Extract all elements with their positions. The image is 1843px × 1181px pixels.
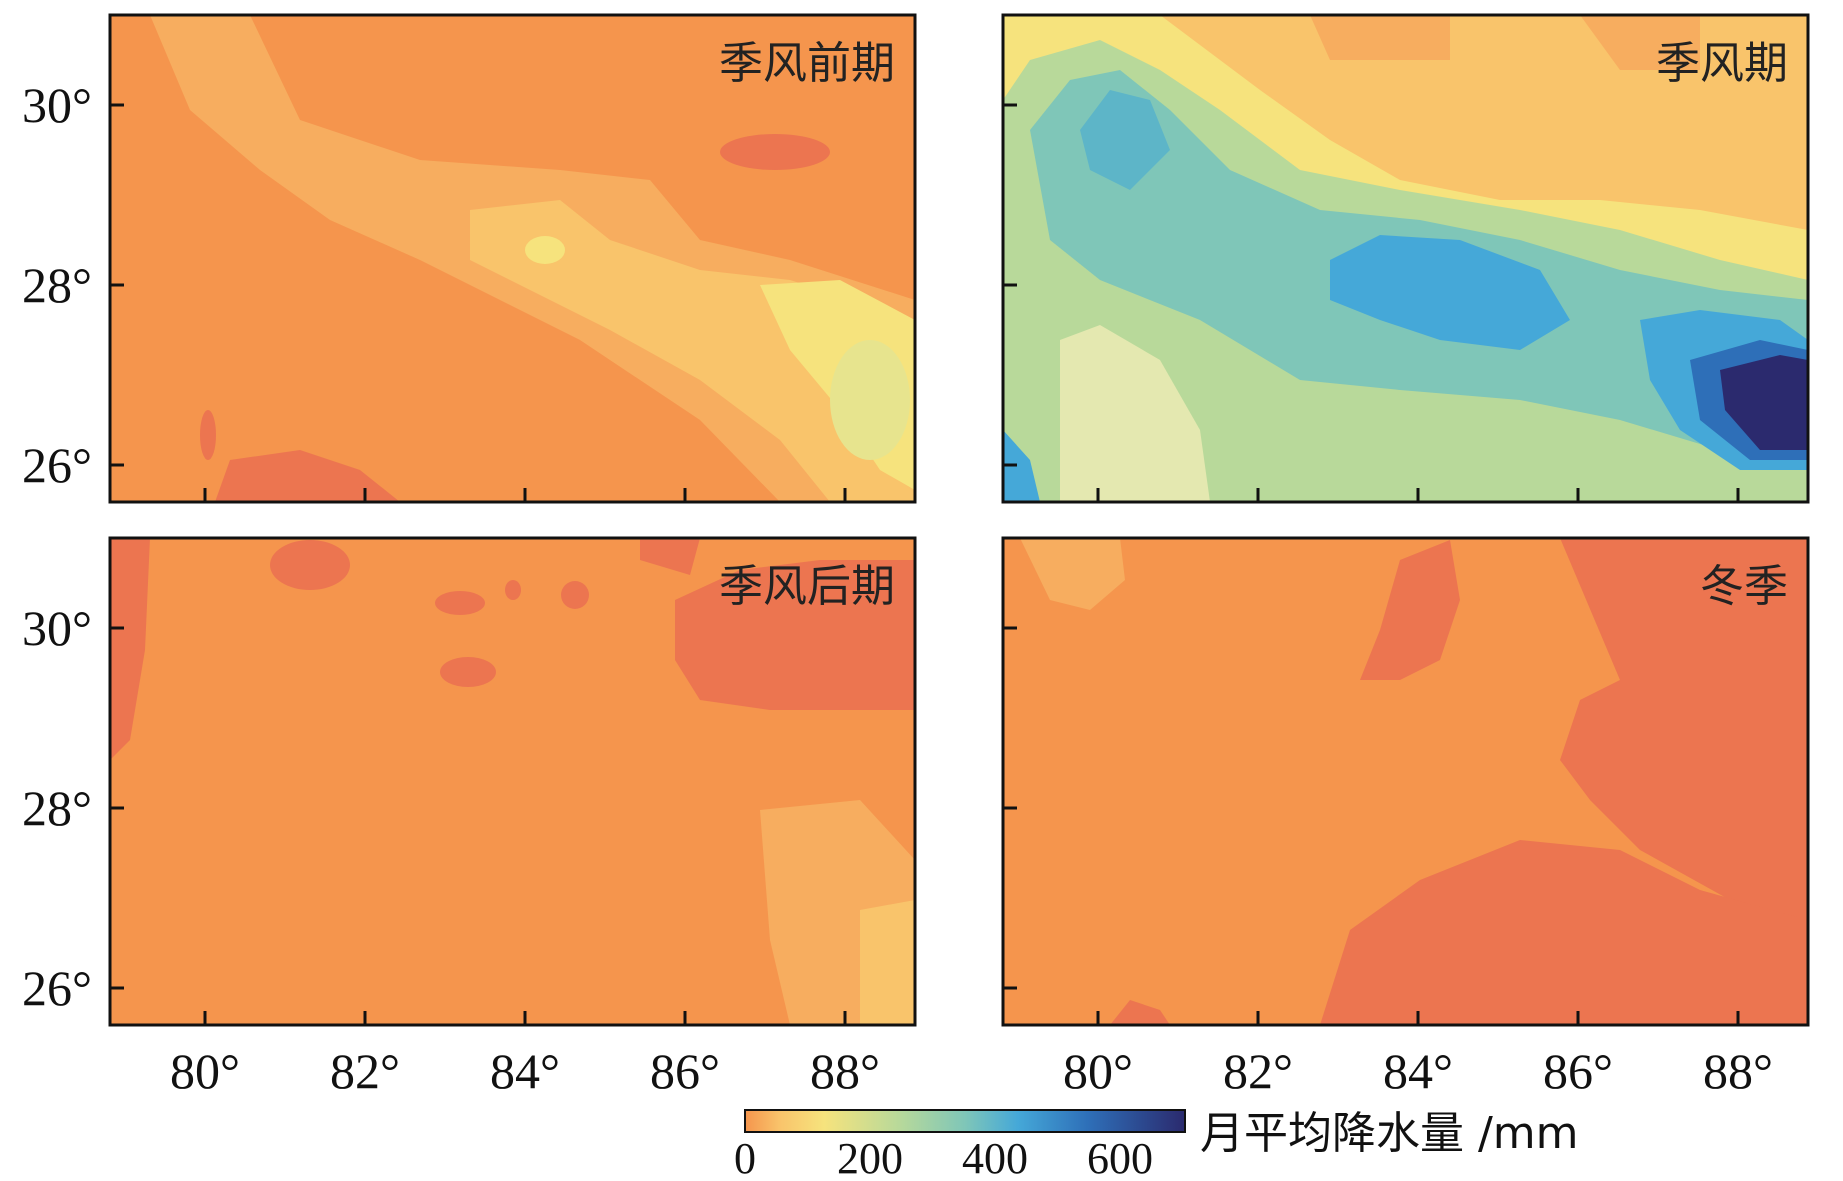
colorbar: 0 200 400 600 月平均降水量 /mm (734, 1108, 1579, 1181)
y-tick-label: 26° (22, 437, 92, 493)
x-tick-label: 88° (810, 1043, 880, 1099)
x-tick-label: 84° (490, 1043, 560, 1099)
y-tick-label: 30° (22, 77, 92, 133)
y-tick-label: 30° (22, 600, 92, 656)
colorbar-tick-label: 600 (1087, 1134, 1153, 1181)
colorbar-tick-label: 400 (962, 1134, 1028, 1181)
x-axis-ticks (203, 488, 1740, 1025)
panel-monsoon: 季风期 (1001, 13, 1810, 504)
y-tick-label: 28° (22, 257, 92, 313)
panel-title: 季风前期 (719, 38, 895, 89)
panel-title: 冬季 (1700, 561, 1788, 612)
x-tick-label: 80° (170, 1043, 240, 1099)
colorbar-label: 月平均降水量 /mm (1200, 1108, 1579, 1159)
y-tick-label: 26° (22, 960, 92, 1016)
colorbar-tick-label: 200 (837, 1134, 903, 1181)
panel-post-monsoon: 季风后期 (108, 536, 917, 1027)
x-tick-label: 80° (1063, 1043, 1133, 1099)
x-tick-label: 82° (330, 1043, 400, 1099)
x-tick-label: 86° (650, 1043, 720, 1099)
x-tick-label: 88° (1703, 1043, 1773, 1099)
panel-pre-monsoon: 季风前期 (108, 13, 917, 504)
colorbar-ramp (744, 1109, 1186, 1133)
colorbar-tick-label: 0 (734, 1134, 756, 1181)
panel-winter: 冬季 (1001, 536, 1810, 1027)
x-tick-label: 84° (1383, 1043, 1453, 1099)
x-tick-label: 86° (1543, 1043, 1613, 1099)
panel-title: 季风期 (1656, 38, 1788, 89)
y-tick-label: 28° (22, 780, 92, 836)
y-axis-top (110, 103, 1017, 467)
x-tick-label: 82° (1223, 1043, 1293, 1099)
panel-title: 季风后期 (719, 561, 895, 612)
y-axis-bottom (110, 626, 1017, 990)
